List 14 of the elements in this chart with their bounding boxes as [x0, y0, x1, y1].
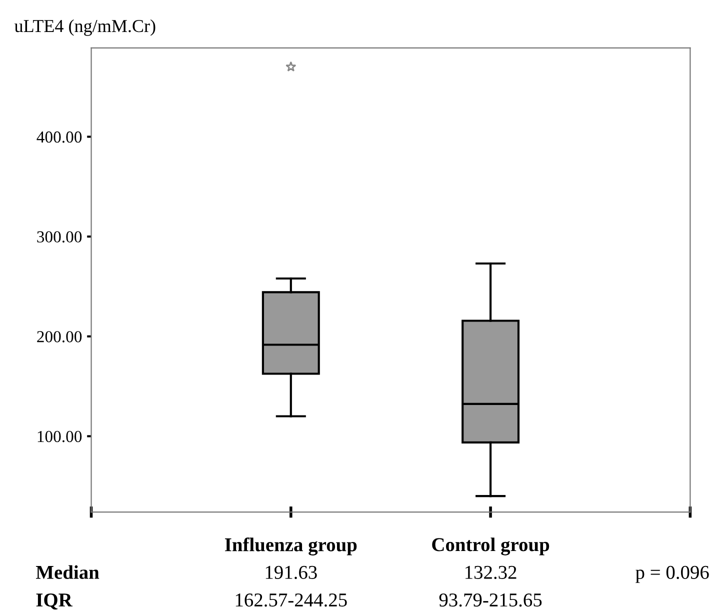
text: 191.63 [266, 566, 317, 580]
text: Median [36, 565, 100, 579]
text: 162.57-244.25 [236, 594, 347, 607]
y-tick-label: 100.00 [38, 430, 82, 442]
text: 93.79-215.65 [439, 594, 542, 607]
y-tick-label: 300.00 [37, 231, 82, 243]
y-tick-label: 400.00 [36, 131, 82, 143]
text: 132.32 [466, 566, 516, 580]
text: IQR [36, 594, 73, 610]
x-tick-label: Control group [432, 538, 550, 556]
y-tick-label: 200.00 [37, 331, 82, 342]
y-axis-title: uLTE4 (ng/mM.Cr) [14, 19, 156, 36]
text: p = 0.096 [636, 566, 709, 583]
x-tick-label: Influenza group [225, 537, 357, 556]
